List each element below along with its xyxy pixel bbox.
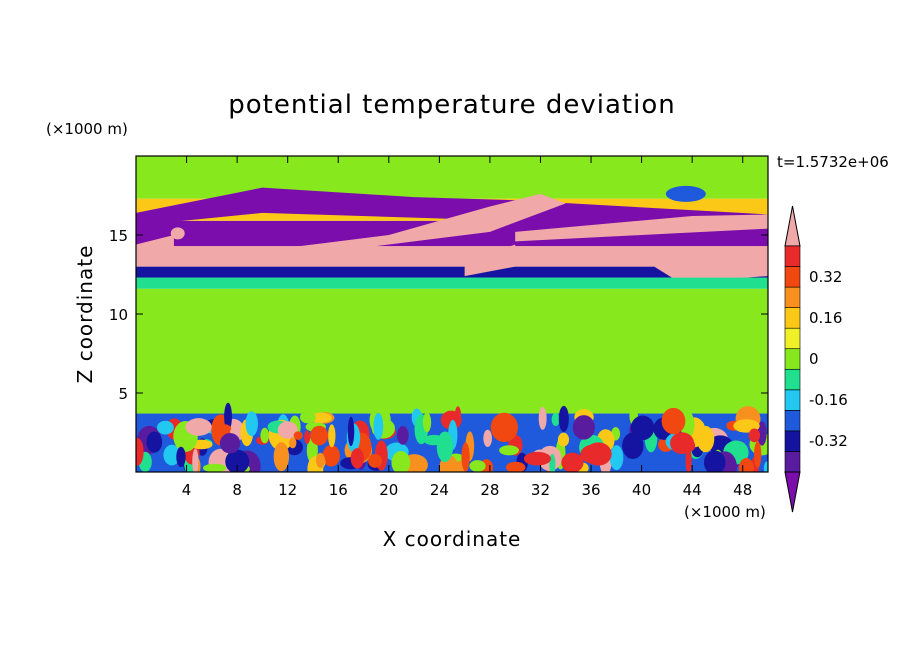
x-tick-label-2: 12 [278,481,297,499]
y-ticks: 5 10 15 [109,227,768,403]
x-tick-label-9: 40 [632,481,651,499]
pink-blob [170,227,185,240]
colorbar-label-3: -0.16 [809,391,848,409]
colorbar-segment-10 [784,245,801,267]
colorbar-segment-7 [784,307,801,329]
colorbar-segment-6 [784,327,801,350]
colorbar-bottom-arrow [784,471,801,513]
x-tick-label-11: 48 [733,481,752,499]
y-unit-label: (×1000 m) [46,120,128,138]
heatmap-field [136,156,768,472]
colorbar: 0.32 0.16 0 -0.16 -0.32 [784,205,848,513]
y-tick-label-1: 10 [109,306,128,324]
colorbar-top-arrow [784,205,801,247]
colorbar-label-4: -0.32 [809,432,848,450]
cool-strip [136,277,768,286]
blue-blob [665,185,706,202]
x-axis-label: X coordinate [383,527,522,551]
x-tick-label-8: 36 [581,481,600,499]
pink-sheet-4 [464,244,516,277]
pink-sheet-1 [186,193,566,264]
pink-sheet-5 [654,250,768,283]
colorbar-segment-1 [784,430,801,452]
time-label: t=1.5732e+06 [777,153,889,171]
turbulent-layer [136,402,768,472]
colorbar-segment-3 [784,389,801,411]
band-6 [136,156,768,199]
colorbar-segment-5 [784,348,801,370]
colorbar-segment-4 [784,368,801,391]
y-tick-label-0: 5 [118,385,128,403]
x-tick-label-6: 28 [480,481,499,499]
x-tick-label-4: 20 [379,481,398,499]
x-tick-label-7: 32 [531,481,550,499]
band-0 [136,288,768,414]
x-tick-label-0: 4 [182,481,192,499]
band-2 [136,266,768,278]
x-tick-label-5: 24 [430,481,449,499]
upper-dark-sheet [136,187,768,232]
colorbar-segment-0 [784,451,801,473]
x-tick-label-10: 44 [683,481,702,499]
colorbar-label-2: 0 [809,350,819,368]
pink-sheet-3 [136,235,174,254]
x-tick-label-3: 16 [329,481,348,499]
y-axis-label: Z coordinate [73,245,97,384]
colorbar-segment-2 [784,410,801,432]
x-tick-label-1: 8 [232,481,242,499]
colorbar-label-1: 0.16 [809,309,842,327]
chart-title: potential temperature deviation [228,90,675,120]
x-unit-label: (×1000 m) [684,503,766,521]
pink-sheet-2 [515,214,768,242]
colorbar-segment-9 [784,266,801,288]
x-ticks: 4 8 12 16 20 24 28 32 36 40 44 48 [182,156,752,499]
y-tick-label-2: 15 [109,227,128,245]
colorbar-label-0: 0.32 [809,268,842,286]
colorbar-segment-8 [784,286,801,308]
